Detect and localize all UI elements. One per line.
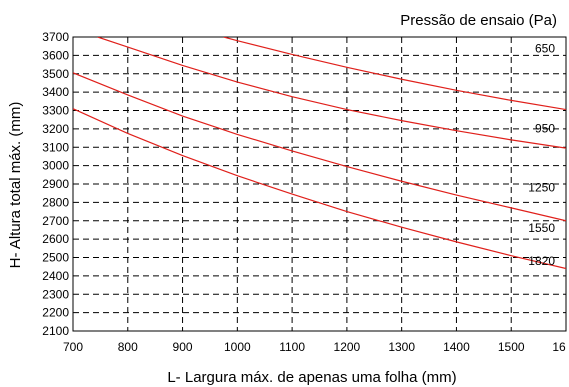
y-tick-label: 2900 bbox=[42, 177, 69, 191]
x-tick-label: 1100 bbox=[279, 340, 305, 354]
x-tick-label: 1200 bbox=[334, 340, 361, 354]
series-line-1550 bbox=[73, 108, 566, 270]
series-label-1250: 1250 bbox=[528, 180, 555, 194]
series-labels: 650 950 1250 1550 1820 bbox=[528, 42, 555, 268]
curves bbox=[73, 37, 566, 270]
x-tick-label: 1500 bbox=[498, 340, 525, 354]
y-tick-label: 3200 bbox=[42, 122, 69, 136]
x-tick-label: 1400 bbox=[443, 340, 470, 354]
legend-title: Pressão de ensaio (Pa) bbox=[400, 12, 557, 29]
y-tick-label: 2100 bbox=[42, 324, 69, 338]
series-label-1820: 1820 bbox=[528, 254, 555, 268]
x-tick-label: 800 bbox=[118, 340, 138, 354]
y-tick-label: 2700 bbox=[42, 214, 69, 228]
series-label-650: 650 bbox=[535, 42, 555, 56]
x-tick-label: 700 bbox=[63, 340, 83, 354]
y-tick-label: 2200 bbox=[42, 306, 69, 320]
y-tick-label: 3700 bbox=[42, 30, 69, 44]
y-tick-label: 2800 bbox=[42, 195, 69, 209]
x-tick-label: 1300 bbox=[388, 340, 415, 354]
y-tick-label: 3400 bbox=[42, 85, 69, 99]
x-tick-label: 1000 bbox=[224, 340, 251, 354]
x-tick-label: 900 bbox=[173, 340, 193, 354]
x-tick-labels: 700 800 900 1000 1100 1200 1300 1400 1500 16 bbox=[63, 340, 566, 354]
y-tick-label: 3500 bbox=[42, 67, 69, 81]
y-tick-label: 3000 bbox=[42, 159, 69, 173]
series-label-950: 950 bbox=[535, 122, 555, 136]
y-tick-label: 3100 bbox=[42, 140, 69, 154]
y-tick-label: 3300 bbox=[42, 104, 69, 118]
y-axis-title: H- Altura total máx. (mm) bbox=[7, 102, 24, 269]
series-line-650 bbox=[223, 37, 566, 111]
grid bbox=[73, 37, 566, 331]
y-tick-label: 2500 bbox=[42, 251, 69, 265]
y-tick-labels: 2100 2200 2300 2400 2500 2600 2700 2800 2900 3000… bbox=[42, 30, 69, 338]
y-tick-label: 2600 bbox=[42, 232, 69, 246]
series-label-1550: 1550 bbox=[528, 221, 555, 235]
plot-frame bbox=[72, 36, 567, 332]
x-tick-label: 16 bbox=[552, 340, 566, 354]
x-axis-title: L- Largura máx. de apenas uma folha (mm) bbox=[167, 369, 456, 386]
series-line-1250 bbox=[73, 72, 566, 222]
y-tick-label: 2400 bbox=[42, 269, 69, 283]
series-line-950 bbox=[97, 37, 566, 149]
y-tick-label: 3600 bbox=[42, 48, 69, 62]
y-tick-label: 2300 bbox=[42, 287, 69, 301]
